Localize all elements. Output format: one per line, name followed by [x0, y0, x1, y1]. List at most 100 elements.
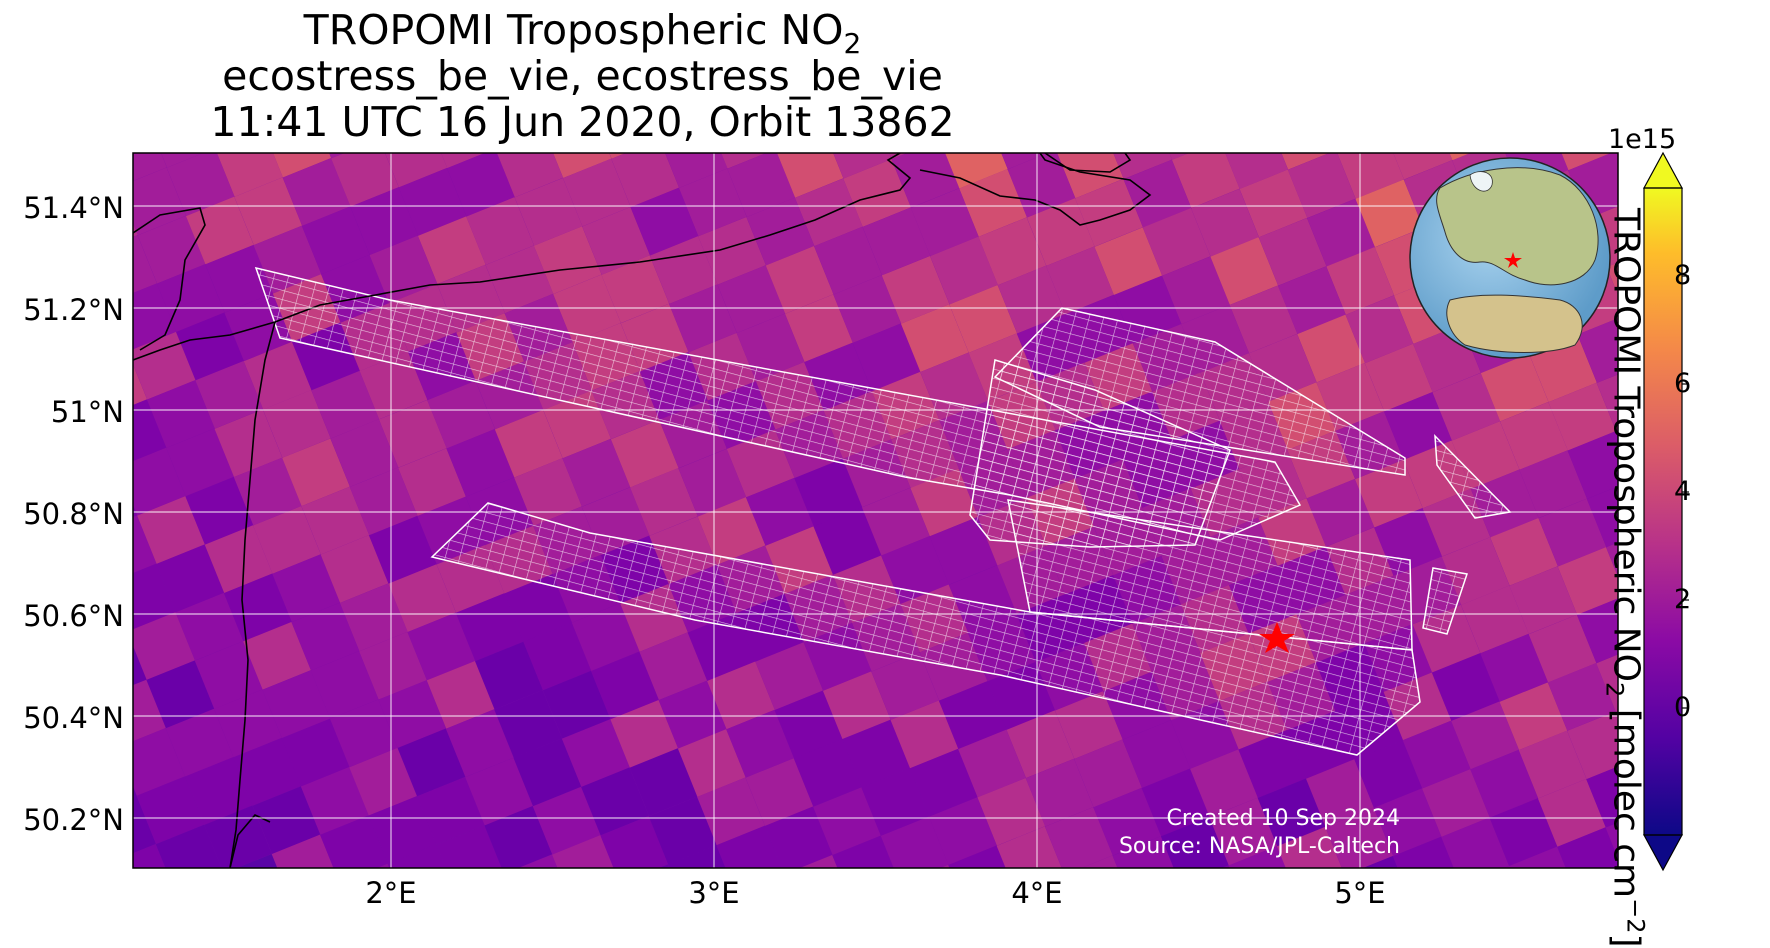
no2-pixel [630, 187, 699, 256]
no2-pixel [813, 787, 881, 856]
no2-pixel [263, 153, 332, 178]
no2-pixel [1306, 759, 1374, 827]
no2-pixel [1075, 178, 1143, 247]
no2-pixel [416, 776, 485, 845]
swath-small [1422, 567, 1468, 635]
no2-pixel [1354, 459, 1423, 528]
no2-pixel [1509, 566, 1578, 635]
no2-pixel [727, 153, 796, 218]
lon-label-3e: 3°E [688, 876, 740, 910]
no2-pixel [1297, 314, 1365, 383]
no2-pixel [262, 390, 331, 458]
no2-pixel [359, 631, 427, 700]
no2-pixel [426, 660, 495, 729]
no2-pixel [175, 873, 243, 918]
no2-pixel [133, 679, 166, 748]
no2-pixel [958, 729, 1026, 798]
no2-pixel [504, 574, 572, 642]
no2-pixel [331, 153, 399, 207]
no2-pixel [1277, 266, 1346, 335]
no2-pixel [133, 795, 156, 864]
no2-pixel [1336, 153, 1404, 199]
no2-pixel [716, 825, 785, 868]
no2-pixel [1384, 153, 1453, 180]
no2-pixel [243, 621, 311, 690]
lat-label-51: 51°N [50, 395, 124, 429]
no2-pixel [677, 729, 746, 797]
no2-pixel [592, 153, 660, 159]
no2-pixel [311, 370, 380, 439]
no2-pixel [833, 275, 902, 343]
no2-pixel [397, 728, 466, 797]
no2-pixel [398, 168, 467, 236]
no2-pixel [611, 153, 680, 208]
no2-pixel [552, 835, 620, 868]
colorbar-exponent: 1e15 [1608, 124, 1677, 155]
no2-pixel [1152, 153, 1221, 160]
no2-pixel [890, 700, 959, 769]
no2-pixel [146, 380, 215, 448]
no2-pixel [824, 153, 892, 179]
no2-pixel [133, 612, 195, 680]
no2-pixel [921, 72, 989, 140]
no2-pixel [1287, 153, 1356, 219]
no2-pixel [407, 612, 476, 681]
no2-pixel [1480, 353, 1549, 422]
no2-pixel [938, 681, 1007, 749]
map-plot-area [59, 71, 1618, 918]
no2-pixel [659, 153, 728, 188]
no2-pixel [133, 728, 186, 796]
no2-pixel [1141, 768, 1210, 837]
globe-location-star-icon [1504, 252, 1522, 268]
no2-pixel [785, 294, 853, 363]
no2-pixel [775, 153, 844, 198]
no2-pixel [832, 835, 901, 868]
no2-pixel [360, 71, 428, 139]
no2-pixel [794, 458, 863, 527]
no2-map [59, 71, 1689, 918]
no2-pixel [1538, 498, 1607, 567]
no2-pixel [466, 197, 534, 265]
no2-pixel [1180, 865, 1248, 868]
no2-pixel [1220, 153, 1288, 189]
no2-pixel [571, 603, 640, 671]
no2-pixel [446, 429, 515, 497]
no2-pixel [1112, 836, 1181, 868]
swath-strip [1434, 434, 1512, 519]
no2-pixel [59, 863, 127, 918]
no2-pixel [899, 864, 968, 868]
no2-pixel [136, 776, 205, 845]
no2-pixel [252, 786, 321, 855]
no2-pixel [1489, 798, 1558, 866]
lon-label-4e: 4°E [1011, 876, 1063, 910]
no2-pixel [1045, 807, 1113, 868]
no2-pixel [272, 554, 341, 623]
no2-pixel [822, 671, 891, 740]
lat-label-51-4: 51.4°N [23, 191, 124, 225]
no2-pixel [1586, 759, 1618, 828]
no2-pixel [707, 661, 775, 730]
no2-pixel [476, 81, 544, 149]
no2-pixel [359, 351, 428, 420]
no2-pixel [996, 826, 1065, 868]
colorbar-tick-8: 8 [1674, 260, 1692, 291]
no2-pixel [591, 651, 659, 720]
no2-pixel [133, 515, 157, 584]
lat-label-50-8: 50.8°N [23, 497, 124, 531]
no2-pixel [726, 709, 794, 778]
no2-pixel [600, 815, 669, 868]
no2-pixel [640, 72, 708, 140]
no2-pixel [494, 409, 563, 478]
no2-pixel [1460, 865, 1529, 868]
no2-pixel [687, 613, 756, 681]
no2-pixel [1190, 749, 1258, 818]
no2-pixel [843, 159, 911, 227]
no2-pixel [133, 447, 186, 516]
no2-pixel [320, 535, 389, 603]
no2-pixel [1500, 402, 1568, 470]
no2-pixel [756, 82, 824, 150]
no2-pixel [610, 699, 679, 768]
no2-pixel [562, 158, 631, 227]
no2-pixel [900, 304, 969, 372]
no2-pixel [698, 216, 766, 285]
